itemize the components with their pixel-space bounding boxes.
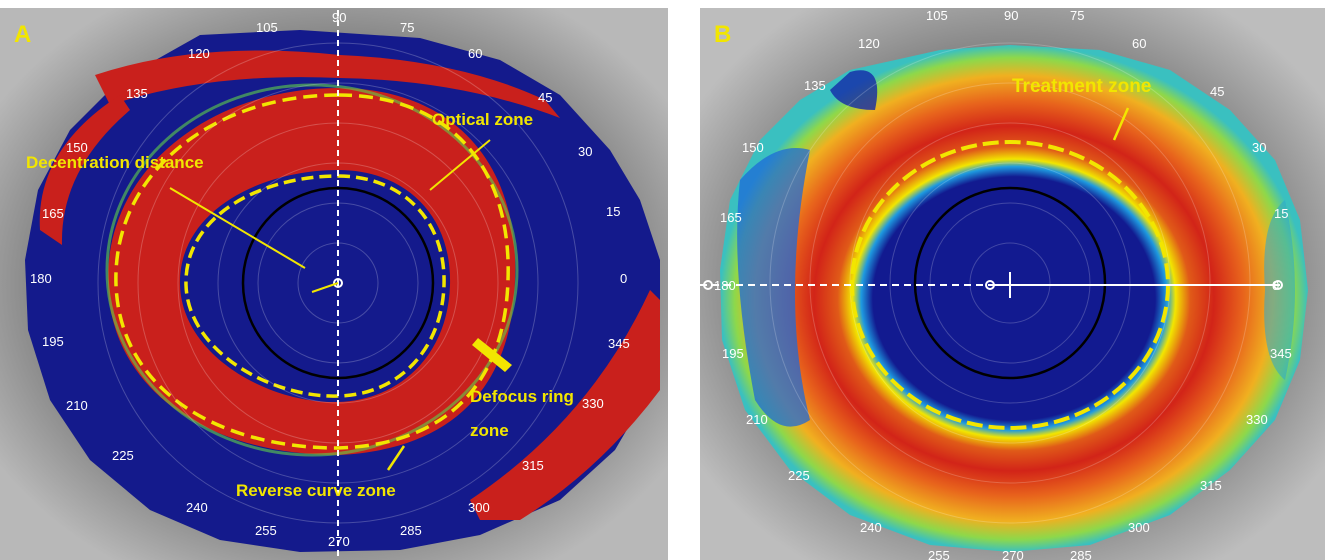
degree-labels: 90 75 60 45 30 15 0 345 330 315 300 285 … <box>30 10 630 549</box>
deg-90: 90 <box>1004 8 1018 23</box>
label-treatment-zone: Treatment zone <box>1012 76 1151 97</box>
arrow-defocus <box>472 338 512 372</box>
deg-60: 60 <box>1132 36 1146 51</box>
deg-15: 15 <box>1274 206 1288 221</box>
deg-150: 150 <box>742 140 764 155</box>
deg-30: 30 <box>578 144 592 159</box>
cool-region-top-left <box>830 70 878 110</box>
label-decentration-distance: Decentration distance <box>26 153 204 172</box>
deg-240: 240 <box>186 500 208 515</box>
transition-rim-outer <box>105 83 519 457</box>
center-marker <box>985 280 995 290</box>
deg-195: 195 <box>722 346 744 361</box>
steep-arc-top <box>95 50 560 118</box>
pupil-outline <box>241 186 435 380</box>
arrow-reverse <box>386 445 406 471</box>
deg-195: 195 <box>42 334 64 349</box>
deg-240: 240 <box>860 520 882 535</box>
arrow-decentration <box>169 187 306 269</box>
label-optical-zone: Optical zone <box>432 110 533 129</box>
steep-band-bottom-right <box>470 290 660 520</box>
deg-285: 285 <box>1070 548 1092 560</box>
label-defocus-ring: Defocus ring <box>470 387 574 406</box>
optical-zone-dashed-outline <box>184 174 446 398</box>
panel-b: 90 75 60 45 30 15 0 345 330 315 300 285 … <box>700 0 1325 560</box>
arrow-treatment <box>1112 107 1130 141</box>
deg-210: 210 <box>66 398 88 413</box>
deg-285: 285 <box>400 523 422 538</box>
deg-135: 135 <box>126 86 148 101</box>
deg-135: 135 <box>804 78 826 93</box>
label-reverse-curve-zone: Reverse curve zone <box>236 481 396 500</box>
deg-225: 225 <box>788 468 810 483</box>
deg-225: 225 <box>112 448 134 463</box>
deg-75: 75 <box>400 20 414 35</box>
deg-150: 150 <box>66 140 88 155</box>
deg-255: 255 <box>928 548 950 560</box>
deg-105: 105 <box>256 20 278 35</box>
reverse-curve-dashed-outline <box>114 93 510 450</box>
topography-map-b: 90 75 60 45 30 15 0 345 330 315 300 285 … <box>700 8 1325 560</box>
deg-300: 300 <box>1128 520 1150 535</box>
defocus-ring-zone <box>107 88 516 455</box>
deg-30: 30 <box>1252 140 1266 155</box>
heatmap-region <box>720 45 1308 552</box>
pupil-outline <box>913 186 1107 380</box>
deg-165: 165 <box>42 206 64 221</box>
panel-letter-b: B <box>714 21 731 48</box>
deg-210: 210 <box>746 412 768 427</box>
deg-105: 105 <box>926 8 948 23</box>
cool-region-left <box>737 148 810 427</box>
grid-rings <box>769 42 1251 524</box>
axis-end-marker-right <box>1273 280 1283 290</box>
deg-45: 45 <box>1210 84 1224 99</box>
deg-300: 300 <box>468 500 490 515</box>
deg-345: 345 <box>1270 346 1292 361</box>
deg-180: 180 <box>30 271 52 286</box>
deg-120: 120 <box>858 36 880 51</box>
deg-15: 15 <box>606 204 620 219</box>
deg-270: 270 <box>1002 548 1024 560</box>
center-marker <box>333 278 343 288</box>
deg-90: 90 <box>332 10 346 25</box>
deg-75: 75 <box>1070 8 1084 23</box>
panel-letter-a: A <box>14 21 31 48</box>
degree-labels: 90 75 60 45 30 15 0 345 330 315 300 285 … <box>714 8 1292 560</box>
deg-45: 45 <box>538 90 552 105</box>
deg-270: 270 <box>328 534 350 549</box>
deg-180: 180 <box>714 278 736 293</box>
steep-arc-left <box>39 95 130 245</box>
deg-0: 0 <box>1272 278 1279 293</box>
axis-end-marker-left <box>703 280 713 290</box>
deg-120: 120 <box>188 46 210 61</box>
deg-0: 0 <box>620 271 627 286</box>
arrow-optical <box>429 139 491 191</box>
deg-315: 315 <box>1200 478 1222 493</box>
deg-345: 345 <box>608 336 630 351</box>
panel-a: 90 75 60 45 30 15 0 345 330 315 300 285 … <box>0 8 668 560</box>
deg-60: 60 <box>468 46 482 61</box>
topography-map-a: 90 75 60 45 30 15 0 345 330 315 300 285 … <box>0 8 668 560</box>
deg-315: 315 <box>522 458 544 473</box>
deg-330: 330 <box>1246 412 1268 427</box>
cool-region-right <box>1264 200 1295 380</box>
deg-255: 255 <box>255 523 277 538</box>
decentration-vector <box>311 282 339 293</box>
label-defocus-zone: zone <box>470 421 509 440</box>
deg-330: 330 <box>582 396 604 411</box>
deg-165: 165 <box>720 210 742 225</box>
